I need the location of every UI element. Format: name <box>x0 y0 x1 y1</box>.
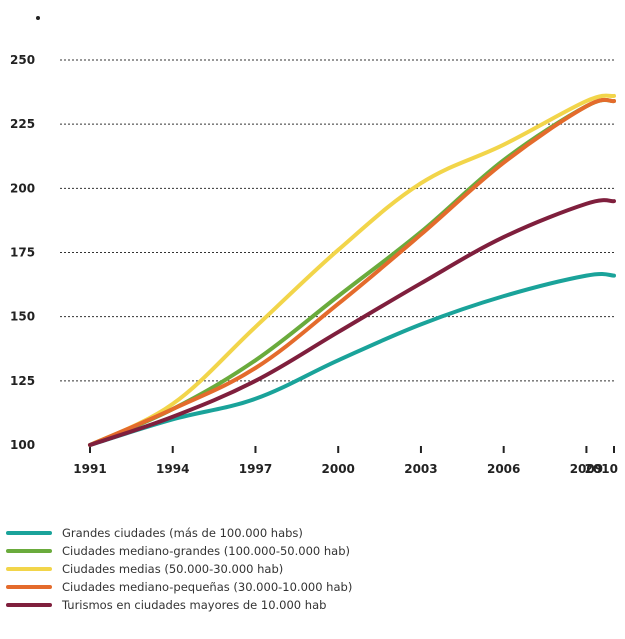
top-dot-marker <box>36 16 40 20</box>
legend-item: Grandes ciudades (más de 100.000 habs) <box>6 524 616 542</box>
y-axis-ticks: 100 125 150 175 200 225 250 <box>10 53 35 452</box>
legend-item: Turismos en ciudades mayores de 10.000 h… <box>6 596 616 614</box>
series-line-1 <box>88 271 616 447</box>
legend-item: Ciudades mediano-grandes (100.000-50.000… <box>6 542 616 560</box>
line-chart: 100 125 150 175 200 225 250 1991 1994 1997 2000 20… <box>10 53 618 476</box>
legend: Grandes ciudades (más de 100.000 habs) Ci… <box>6 524 616 614</box>
x-tick-label: 1991 <box>73 462 106 476</box>
series-line-2 <box>88 97 616 447</box>
legend-swatch <box>6 531 52 535</box>
x-tick-label: 2009 <box>570 462 603 476</box>
y-tick-label: 250 <box>10 53 35 67</box>
legend-swatch <box>6 585 52 589</box>
y-tick-label: 225 <box>10 117 35 131</box>
legend-label: Ciudades medias (50.000-30.000 hab) <box>62 562 284 576</box>
series-line-3 <box>88 93 616 447</box>
y-tick-label: 125 <box>10 374 35 388</box>
legend-label: Ciudades mediano-pequeñas (30.000-10.000… <box>62 580 353 594</box>
legend-item: Ciudades mediano-pequeñas (30.000-10.000… <box>6 578 616 596</box>
legend-label: Grandes ciudades (más de 100.000 habs) <box>62 526 303 540</box>
y-tick-label: 150 <box>10 310 35 324</box>
series-line-4 <box>88 97 616 447</box>
y-tick-label: 175 <box>10 246 35 260</box>
x-tick-label: 2000 <box>322 462 355 476</box>
series-lines <box>88 93 616 447</box>
x-tick-label: 2010 <box>585 462 618 476</box>
series-line-5 <box>88 198 616 447</box>
x-tick-label: 1994 <box>156 462 189 476</box>
y-tick-label: 100 <box>10 438 35 452</box>
y-tick-label: 200 <box>10 181 35 195</box>
legend-label: Turismos en ciudades mayores de 10.000 h… <box>62 598 327 612</box>
legend-swatch <box>6 603 52 607</box>
x-tick-label: 1997 <box>239 462 272 476</box>
legend-item: Ciudades medias (50.000-30.000 hab) <box>6 560 616 578</box>
x-tick-label: 2006 <box>487 462 520 476</box>
legend-swatch <box>6 567 52 571</box>
legend-swatch <box>6 549 52 553</box>
legend-label: Ciudades mediano-grandes (100.000-50.000… <box>62 544 350 558</box>
x-tick-label: 2003 <box>404 462 437 476</box>
